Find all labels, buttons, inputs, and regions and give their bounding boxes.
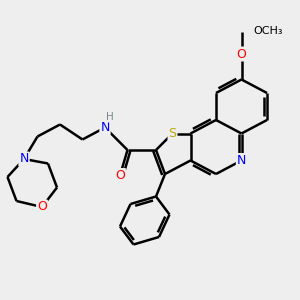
Text: H: H xyxy=(106,112,113,122)
Text: S: S xyxy=(169,127,176,140)
Text: N: N xyxy=(100,121,110,134)
Text: N: N xyxy=(19,152,29,166)
Text: OCH₃: OCH₃ xyxy=(253,26,282,37)
Text: O: O xyxy=(37,200,47,214)
Text: N: N xyxy=(237,154,246,167)
Text: O: O xyxy=(115,169,125,182)
Text: O: O xyxy=(237,47,246,61)
